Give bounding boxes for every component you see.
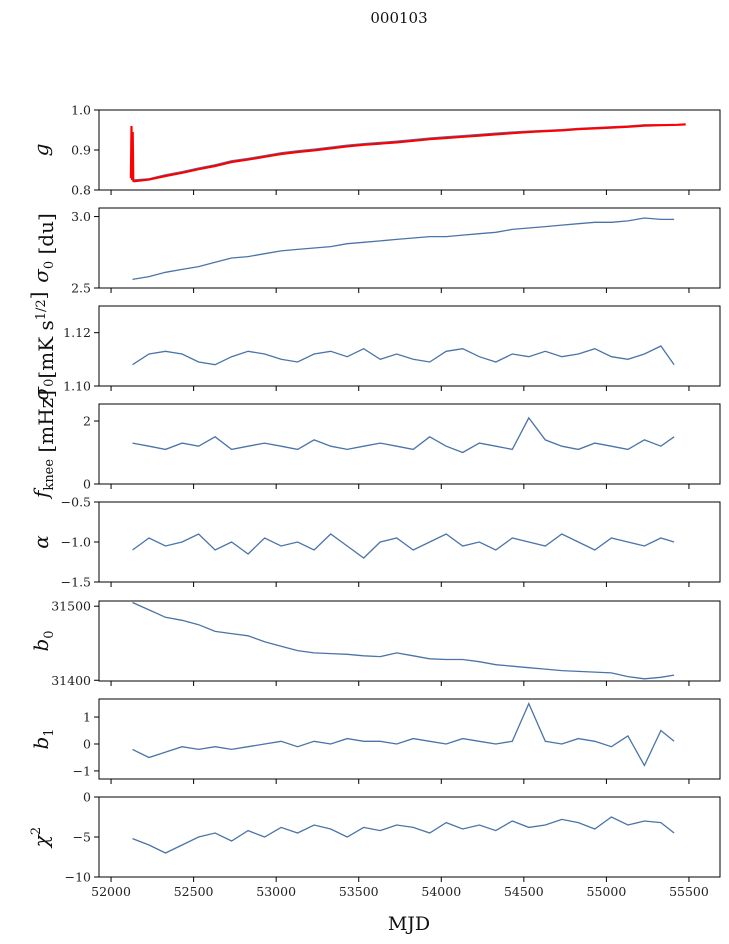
series-line-sigma0_mK	[132, 345, 675, 366]
y-tick-label: 31500	[51, 599, 91, 614]
series-line-sigma0_du	[132, 217, 675, 281]
y-tick-label: 0	[83, 477, 91, 492]
y-tick-label: −1	[73, 763, 91, 778]
axes-frame	[98, 109, 721, 191]
axes-frame	[98, 600, 721, 682]
axes-frame	[98, 403, 721, 485]
series-line-g	[132, 124, 675, 181]
y-tick-label: −1.0	[61, 535, 91, 550]
series-line-g_ref	[129, 123, 686, 183]
y-axis-label: σ0[mK s1/2]	[26, 291, 58, 400]
y-tick-label: 3.0	[71, 209, 91, 224]
y-tick-label: 0.9	[71, 143, 91, 158]
x-tick-label: 55000	[587, 884, 627, 899]
y-tick-label: 0	[83, 736, 91, 751]
x-tick-label: 52500	[174, 884, 214, 899]
panel-1: 0.8 0.9 1.0 g	[29, 103, 721, 198]
y-axis-label: α	[29, 535, 53, 549]
figure-title: 000103	[370, 9, 427, 27]
x-tick-label: 53000	[256, 884, 296, 899]
panel-8: 52000 52500 53000 53500 54000 54500 55000 55500…	[29, 790, 721, 899]
axes-frame	[98, 698, 721, 780]
y-tick-label: 2	[83, 414, 91, 429]
x-tick-label: 55500	[669, 884, 709, 899]
y-axis-label: fknee [mHz]	[29, 390, 58, 500]
y-tick-label: 1.0	[71, 103, 91, 118]
panel-3: 1.10 1.12 σ0[mK s1/2]	[26, 291, 721, 401]
y-tick-label: 0	[83, 790, 91, 805]
panel-5: −1.5 −1.0 −0.5 α	[29, 495, 721, 590]
series-line-chi2	[132, 816, 675, 854]
y-axis-label: σ0 [du]	[29, 213, 58, 283]
axes-frame	[98, 207, 721, 289]
y-tick-label: 0.8	[71, 183, 91, 198]
y-tick-label: 1	[83, 710, 91, 725]
panel-6: 31400 31500 b0	[29, 599, 721, 688]
y-tick-label: −0.5	[61, 495, 91, 510]
series-line-fknee	[132, 416, 675, 454]
panel-2: 2.5 3.0 σ0 [du]	[29, 207, 721, 296]
x-tick-label: 54000	[421, 884, 461, 899]
series-line-b1	[132, 701, 675, 767]
y-tick-label: −1.5	[61, 575, 91, 590]
panel-4: 0 2 fknee [mHz]	[29, 390, 721, 500]
x-tick-label: 53500	[339, 884, 379, 899]
y-tick-label: −10	[65, 870, 91, 885]
series-line-b0	[132, 601, 675, 680]
y-axis-label: g	[29, 144, 53, 157]
series-line-alpha	[132, 533, 675, 559]
y-axis-label: b1	[29, 728, 57, 749]
y-axis-label: b0	[29, 630, 57, 651]
y-tick-label: 2.5	[71, 281, 91, 296]
y-tick-label: 31400	[51, 673, 91, 688]
y-tick-label: −5	[73, 830, 91, 845]
axes-frame	[98, 305, 721, 387]
y-axis-label: χ2	[29, 827, 53, 849]
x-axis-label: MJD	[388, 913, 430, 935]
x-tick-label: 54500	[504, 884, 544, 899]
axes-frame	[98, 796, 721, 878]
y-tick-label: 1.12	[63, 325, 91, 340]
y-tick-label: 1.10	[63, 379, 91, 394]
x-tick-label: 52000	[91, 884, 131, 899]
panel-7: −1 0 1 b1	[29, 698, 721, 784]
